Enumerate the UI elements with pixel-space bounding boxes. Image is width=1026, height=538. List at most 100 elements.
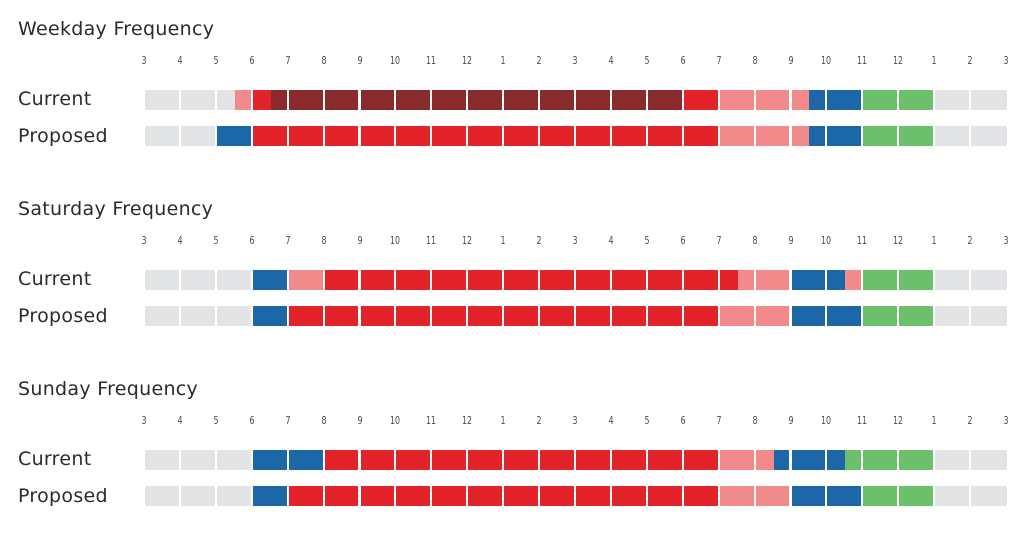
hour-axis: 3 4 5 6 7 8 9 10 11 12 1 2 3 4 5 6 7 8 9 10 11 12 1 2 3 <box>0 414 1026 430</box>
hour-tick-label: 3 <box>141 54 147 67</box>
frequency-segment <box>863 270 898 290</box>
hour-tick-label: 6 <box>249 414 255 427</box>
frequency-segment <box>647 126 682 146</box>
hour-tick-label: 6 <box>249 54 255 67</box>
frequency-segment <box>899 450 934 470</box>
hour-tick-label: 3 <box>572 234 578 247</box>
frequency-segment <box>576 270 610 290</box>
frequency-segment <box>540 450 574 470</box>
frequency-segment <box>432 306 467 326</box>
frequency-segment <box>845 270 862 290</box>
hour-tick-label: 3 <box>572 414 578 427</box>
hour-tick-label: 5 <box>213 414 219 427</box>
hour-tick-label: 2 <box>967 234 973 247</box>
frequency-segment <box>288 126 323 146</box>
hour-tick-label: 9 <box>356 414 363 427</box>
frequency-segment <box>899 90 934 110</box>
frequency-segment <box>611 306 646 326</box>
frequency-segment <box>791 90 810 110</box>
frequency-segment <box>216 306 251 326</box>
frequency-segment <box>935 270 970 290</box>
row-label-current: Current <box>18 88 92 110</box>
saturday-section: Saturday Frequency 3 4 5 6 7 8 9 10 11 12 1 2 3 4 5 6 7 8… <box>0 198 1026 358</box>
frequency-segment <box>540 306 574 326</box>
hour-tick-label: 8 <box>752 54 758 67</box>
hour-tick-label: 1 <box>931 414 937 427</box>
frequency-segment <box>809 126 826 146</box>
frequency-segment <box>971 486 1007 506</box>
row-label-current: Current <box>18 268 92 290</box>
frequency-segment <box>396 450 431 470</box>
frequency-segment <box>576 450 610 470</box>
frequency-segment <box>899 306 934 326</box>
hour-tick-label: 2 <box>967 414 973 427</box>
frequency-segment <box>755 306 790 326</box>
row-label-current: Current <box>18 448 92 470</box>
timeline-bar-proposed <box>145 486 1007 506</box>
timeline-bar-proposed <box>145 306 1007 326</box>
hour-tick-label: 12 <box>462 234 473 247</box>
frequency-segment <box>845 450 862 470</box>
row-label-proposed: Proposed <box>18 305 108 327</box>
frequency-segment <box>791 126 810 146</box>
frequency-segment <box>791 450 826 470</box>
hour-tick-label: 10 <box>390 414 401 427</box>
hour-tick-label: 1 <box>500 54 506 67</box>
frequency-segment <box>809 90 826 110</box>
frequency-segment <box>252 126 287 146</box>
hour-tick-label: 3 <box>141 234 147 247</box>
frequency-segment <box>145 90 179 110</box>
frequency-segment <box>252 306 287 326</box>
frequency-segment <box>719 486 754 506</box>
frequency-segment <box>396 90 431 110</box>
hour-tick-label: 9 <box>787 414 794 427</box>
frequency-segment <box>324 90 359 110</box>
frequency-segment <box>396 306 431 326</box>
timeline-bar-current <box>145 450 1007 470</box>
hour-tick-label: 11 <box>426 234 437 247</box>
hour-axis: 3 4 5 6 7 8 9 10 11 12 1 2 3 4 5 6 7 8 9 10 11 12 1 2 3 <box>0 234 1026 250</box>
frequency-segment <box>971 126 1007 146</box>
hour-tick-label: 11 <box>426 54 437 67</box>
frequency-segment <box>234 90 251 110</box>
frequency-segment <box>468 270 503 290</box>
frequency-segment <box>540 90 574 110</box>
frequency-segment <box>324 450 359 470</box>
frequency-segment <box>145 450 179 470</box>
timeline-bar-current <box>145 90 1007 110</box>
timeline-bar-current <box>145 270 1007 290</box>
hour-tick-label: 4 <box>177 234 183 247</box>
frequency-segment <box>270 90 287 110</box>
hour-tick-label: 5 <box>644 414 650 427</box>
frequency-segment <box>288 450 323 470</box>
frequency-segment <box>647 486 682 506</box>
frequency-segment <box>324 306 359 326</box>
frequency-segment <box>216 486 251 506</box>
frequency-segment <box>324 270 359 290</box>
frequency-segment <box>971 90 1007 110</box>
frequency-segment <box>396 486 431 506</box>
row-label-proposed: Proposed <box>18 125 108 147</box>
hour-tick-label: 2 <box>967 54 973 67</box>
hour-tick-label: 12 <box>893 414 904 427</box>
frequency-segment <box>576 306 610 326</box>
frequency-segment <box>863 450 898 470</box>
frequency-segment <box>683 306 718 326</box>
hour-tick-label: 3 <box>1003 234 1009 247</box>
frequency-segment <box>935 90 970 110</box>
frequency-segment <box>863 126 898 146</box>
frequency-segment <box>611 126 646 146</box>
hour-tick-label: 11 <box>857 234 868 247</box>
hour-tick-label: 3 <box>572 54 578 67</box>
frequency-segment <box>360 450 395 470</box>
section-title: Sunday Frequency <box>18 378 199 400</box>
hour-tick-label: 7 <box>285 414 291 427</box>
frequency-segment <box>432 486 467 506</box>
frequency-segment <box>145 126 179 146</box>
frequency-segment <box>252 486 287 506</box>
frequency-segment <box>504 126 539 146</box>
frequency-segment <box>216 450 251 470</box>
hour-tick-label: 12 <box>893 54 904 67</box>
hour-tick-label: 7 <box>285 234 291 247</box>
frequency-segment <box>360 126 395 146</box>
